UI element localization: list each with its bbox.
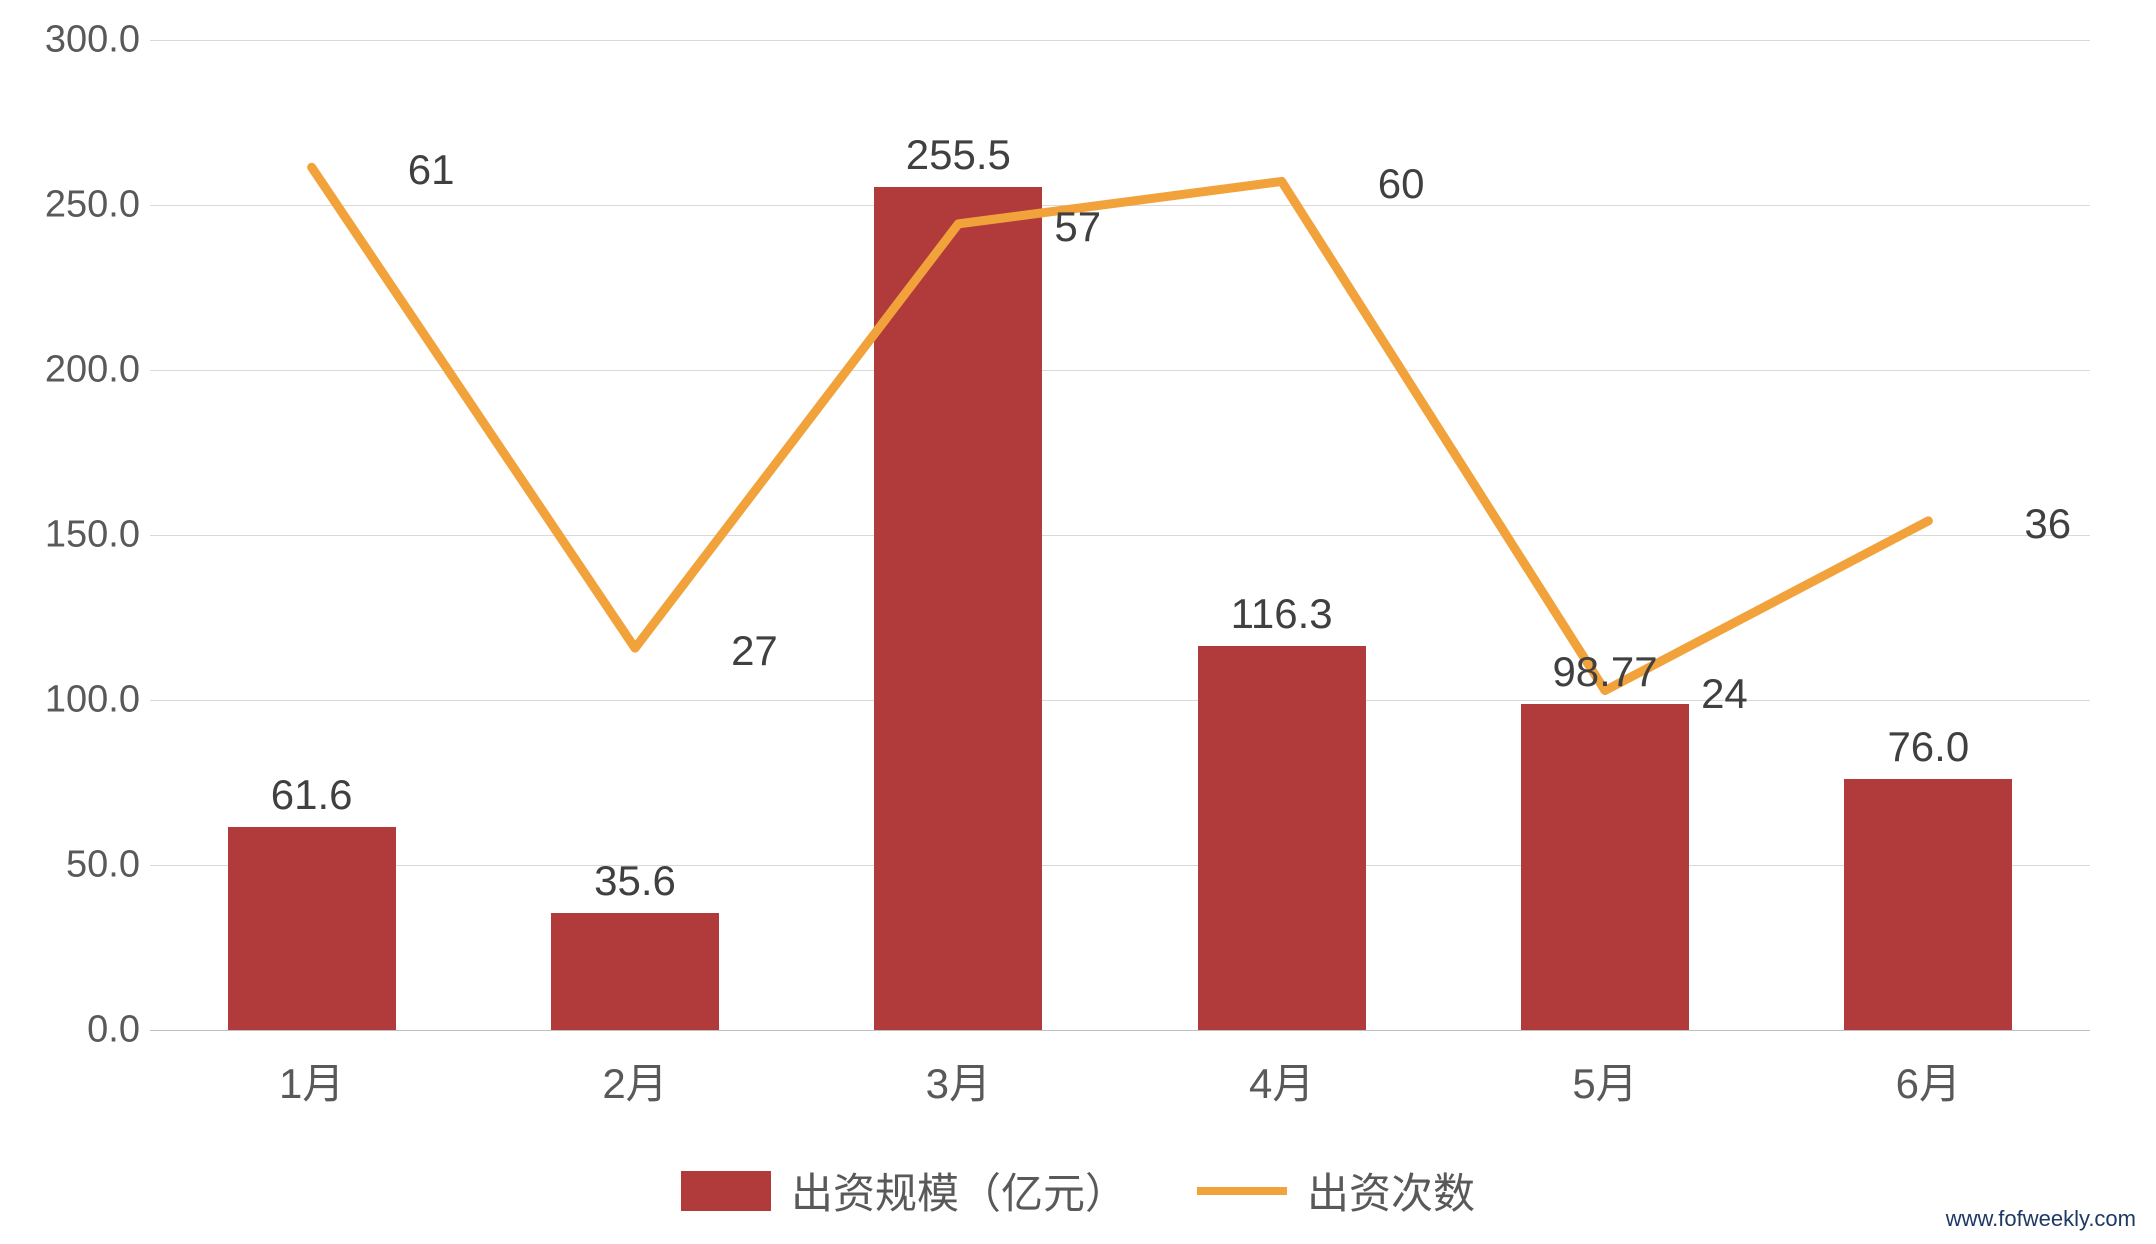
y-tick-label: 300.0 (20, 19, 140, 62)
y-tick-label: 200.0 (20, 349, 140, 392)
legend-label-line: 出资次数 (1307, 1160, 1475, 1221)
x-tick-label: 1月 (279, 1050, 344, 1111)
x-tick-label: 5月 (1572, 1050, 1637, 1111)
line-value-label: 60 (1378, 160, 1425, 208)
combo-chart: 0.0 50.0 100.0 150.0 200.0 250.0 300.0 61.6 35.… (0, 0, 2156, 1244)
x-tick-label: 6月 (1896, 1050, 1961, 1111)
y-tick-label: 50.0 (20, 844, 140, 887)
legend-swatch-bar (681, 1171, 771, 1211)
line-value-label: 27 (731, 627, 778, 675)
y-tick-label: 150.0 (20, 514, 140, 557)
x-tick-label: 3月 (926, 1050, 991, 1111)
legend-label-bar: 出资规模（亿元） (791, 1160, 1127, 1221)
legend-item-line: 出资次数 (1197, 1160, 1475, 1221)
bar-value-label: 255.5 (906, 131, 1011, 179)
x-tick-label: 4月 (1249, 1050, 1314, 1111)
line-value-label: 36 (2024, 500, 2071, 548)
line-value-label: 61 (408, 146, 455, 194)
bar-value-label: 35.6 (594, 857, 676, 905)
legend-item-bar: 出资规模（亿元） (681, 1160, 1127, 1221)
x-tick-label: 2月 (602, 1050, 667, 1111)
legend: 出资规模（亿元） 出资次数 (681, 1160, 1475, 1221)
bar-value-label: 76.0 (1887, 723, 1969, 771)
y-tick-label: 250.0 (20, 184, 140, 227)
legend-swatch-line (1197, 1187, 1287, 1195)
y-tick-label: 100.0 (20, 679, 140, 722)
line-value-label: 57 (1054, 203, 1101, 251)
plot-area: 61.6 35.6 255.5 116.3 98.77 76.0 61 27 57 60 24 36 (150, 40, 2090, 1030)
line-value-label: 24 (1701, 670, 1748, 718)
bar-value-label: 61.6 (271, 771, 353, 819)
bar-value-label: 116.3 (1231, 590, 1333, 638)
bar-value-label: 98.77 (1552, 648, 1657, 696)
gridline (150, 1030, 2090, 1031)
watermark: www.fofweekly.com (1946, 1206, 2136, 1232)
y-tick-label: 0.0 (20, 1009, 140, 1052)
